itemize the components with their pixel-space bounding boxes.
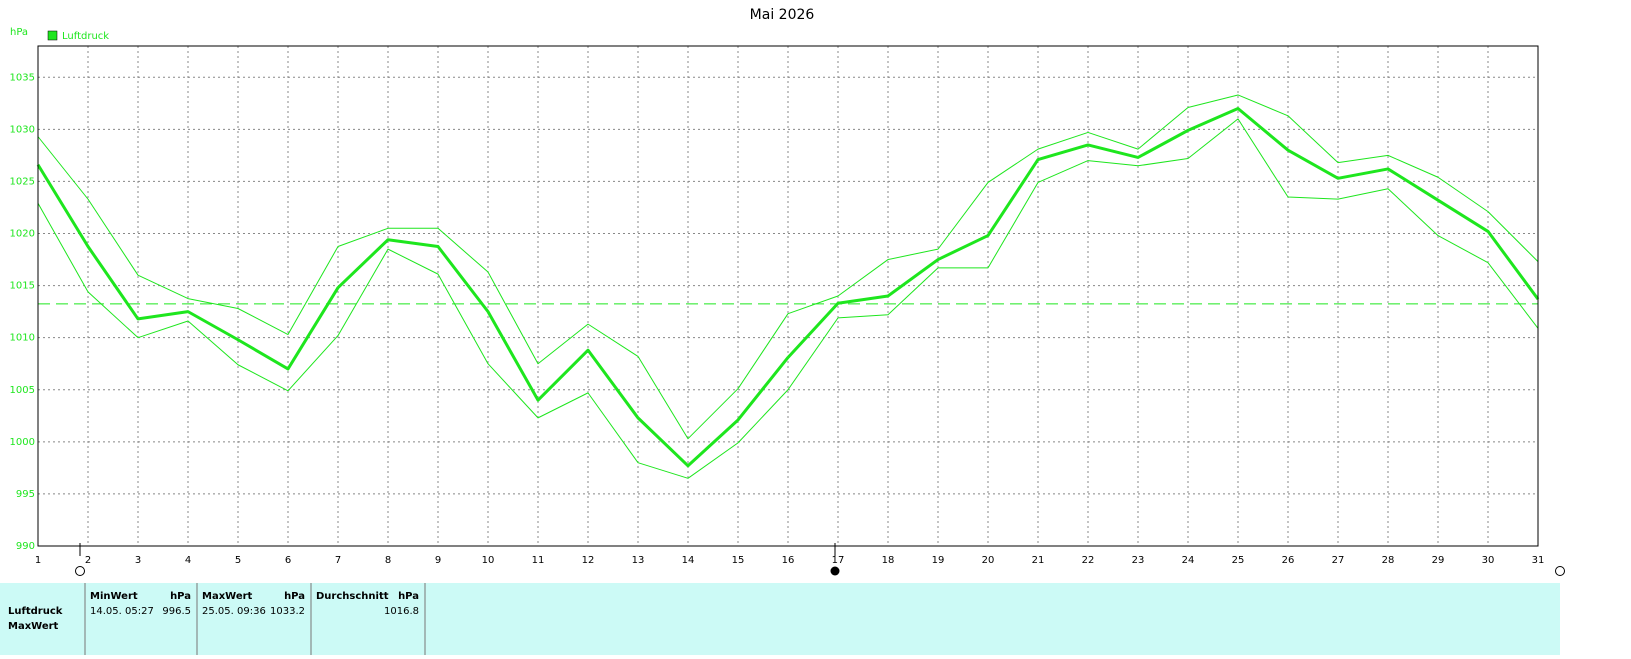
data-line bbox=[37, 118, 1539, 479]
y-tick-label: 1020 bbox=[10, 229, 35, 240]
x-tick-label: 18 bbox=[882, 555, 895, 566]
x-tick-label: 10 bbox=[482, 555, 495, 566]
data-line bbox=[36, 107, 1540, 468]
cell-time: 25.05. 09:36 bbox=[202, 606, 266, 617]
legend-swatch bbox=[47, 30, 58, 41]
x-tick-label: 21 bbox=[1032, 555, 1045, 566]
x-tick-label: 26 bbox=[1282, 555, 1295, 566]
x-tick-label: 24 bbox=[1182, 555, 1195, 566]
chart-title: Mai 2026 bbox=[750, 7, 815, 23]
y-tick-label: 990 bbox=[16, 541, 35, 552]
x-tick-label: 1 bbox=[35, 555, 41, 566]
y-axis-label: hPa bbox=[10, 27, 28, 38]
x-tick-label: 6 bbox=[285, 555, 291, 566]
column-unit: hPa bbox=[170, 591, 191, 602]
column-unit: hPa bbox=[398, 591, 419, 602]
x-tick-label: 28 bbox=[1382, 555, 1395, 566]
cell-value: 996.5 bbox=[162, 606, 191, 617]
plot-border bbox=[37, 45, 1539, 547]
column-header: MaxWert bbox=[202, 591, 253, 602]
y-tick-label: 1015 bbox=[10, 281, 35, 292]
column-header: Durchschnitt bbox=[316, 591, 389, 602]
x-tick-label: 14 bbox=[682, 555, 695, 566]
x-tick-label: 13 bbox=[632, 555, 645, 566]
data-line bbox=[37, 94, 1539, 440]
y-tick-label: 995 bbox=[16, 489, 35, 500]
column-header: MinWert bbox=[90, 591, 138, 602]
y-tick-label: 1005 bbox=[10, 385, 35, 396]
x-tick-label: 3 bbox=[135, 555, 141, 566]
x-tick-label: 23 bbox=[1132, 555, 1145, 566]
x-tick-label: 12 bbox=[582, 555, 595, 566]
y-tick-label: 1010 bbox=[10, 333, 35, 344]
x-tick-label: 19 bbox=[932, 555, 945, 566]
y-tick-label: 1025 bbox=[10, 176, 35, 187]
x-tick-label: 15 bbox=[732, 555, 745, 566]
x-tick-label: 5 bbox=[235, 555, 241, 566]
y-tick-label: 1030 bbox=[10, 124, 35, 135]
y-tick-label: 1035 bbox=[10, 72, 35, 83]
row-label: MaxWert bbox=[8, 621, 59, 632]
cell-value: 1033.2 bbox=[270, 606, 305, 617]
x-tick-label: 2 bbox=[85, 555, 91, 566]
column-unit: hPa bbox=[284, 591, 305, 602]
x-tick-label: 7 bbox=[335, 555, 341, 566]
x-tick-label: 16 bbox=[782, 555, 795, 566]
x-tick-label: 30 bbox=[1482, 555, 1495, 566]
table-background bbox=[0, 583, 1560, 655]
moon-icons bbox=[75, 543, 1565, 576]
x-tick-label: 25 bbox=[1232, 555, 1245, 566]
x-tick-label: 11 bbox=[532, 555, 545, 566]
legend-label: Luftdruck bbox=[62, 31, 109, 42]
x-tick-label: 31 bbox=[1532, 555, 1545, 566]
x-tick-label: 22 bbox=[1082, 555, 1095, 566]
x-tick-label: 29 bbox=[1432, 555, 1445, 566]
y-tick-label: 1000 bbox=[10, 437, 35, 448]
x-tick-label: 20 bbox=[982, 555, 995, 566]
cell-time: 14.05. 05:27 bbox=[90, 606, 154, 617]
row-label: Luftdruck bbox=[8, 606, 63, 617]
x-tick-label: 8 bbox=[385, 555, 391, 566]
x-tick-label: 17 bbox=[832, 555, 845, 566]
x-tick-label: 4 bbox=[185, 555, 191, 566]
x-tick-label: 27 bbox=[1332, 555, 1345, 566]
cell-value: 1016.8 bbox=[384, 606, 419, 617]
x-tick-label: 9 bbox=[435, 555, 441, 566]
